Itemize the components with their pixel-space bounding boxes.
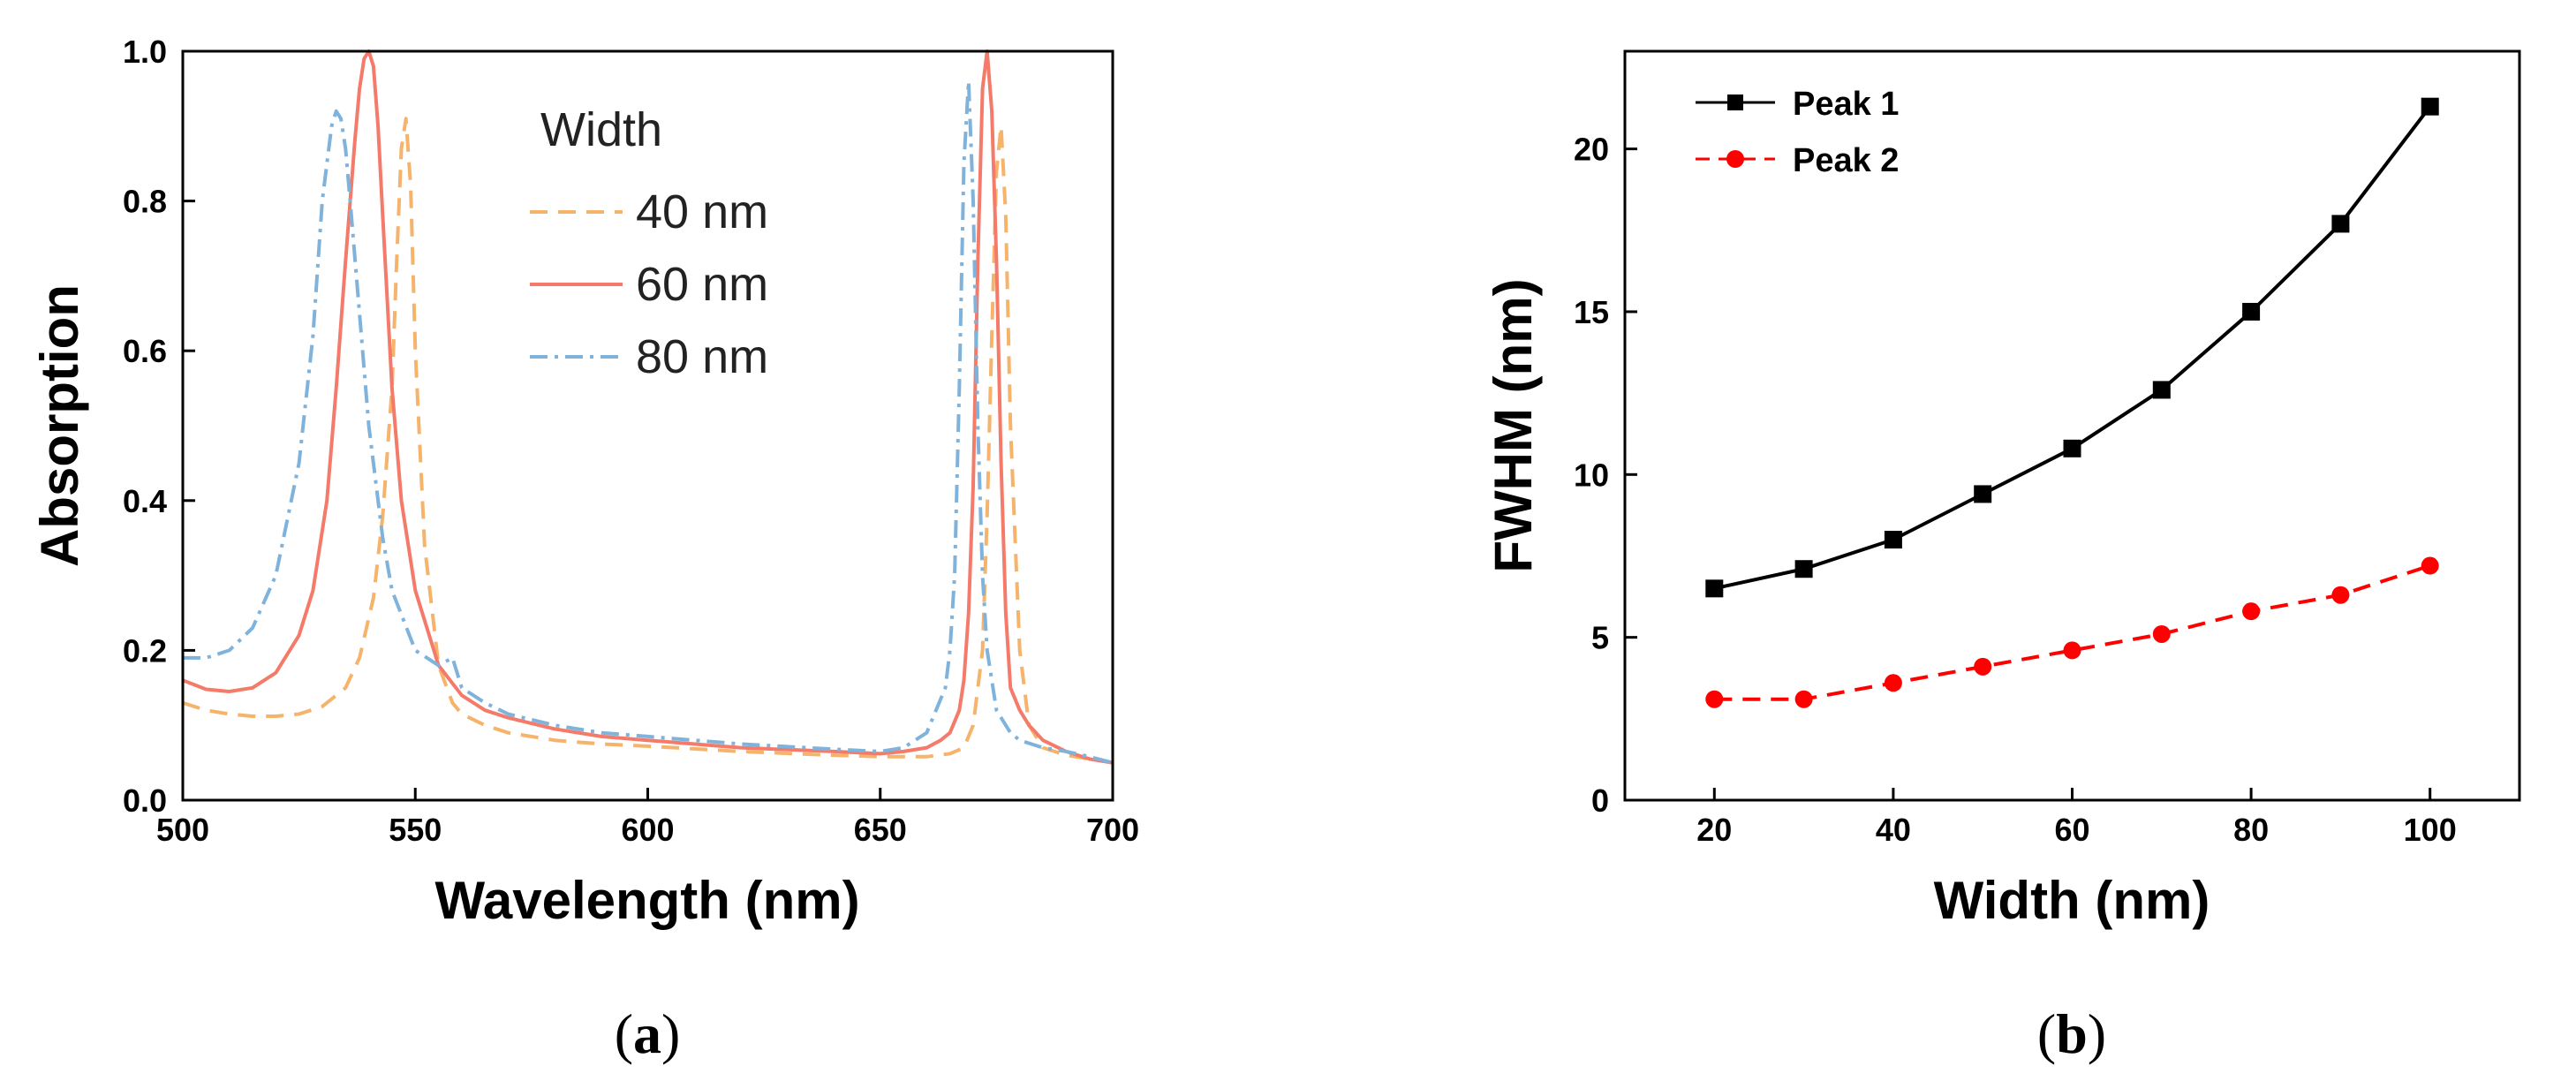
chart-b-point-peak-2 [1705, 690, 1724, 708]
legend-b-marker-peak1 [1727, 94, 1743, 110]
chart-a-ytick-label: 0.6 [123, 333, 167, 369]
chart-b-point-peak-2 [1794, 690, 1813, 708]
chart-a-ytick-label: 0.2 [123, 632, 167, 669]
legend-b-label-peak2: Peak 2 [1793, 142, 1899, 179]
legend-b-label-peak1: Peak 1 [1793, 86, 1899, 123]
chart-b-ytick-label: 20 [1574, 132, 1609, 168]
chart-b-xtick-label: 40 [1876, 812, 1911, 848]
chart-a-ytick-label: 0.8 [123, 184, 167, 220]
chart-b-point-peak-1 [2242, 302, 2261, 321]
chart-b-point-peak-2 [2152, 624, 2171, 643]
chart-b-point-peak-1 [1794, 560, 1813, 578]
chart-b-point-peak-2 [2331, 586, 2350, 604]
legend-a-label-80nm: 80 nm [636, 330, 768, 383]
chart-a-ytick-label: 0.4 [123, 483, 167, 519]
panel-b-label: (b) [2037, 1002, 2106, 1065]
chart-b-lines [1705, 97, 2439, 708]
chart-b-point-peak-1 [1974, 485, 1992, 503]
chart-b-point-peak-2 [2242, 602, 2261, 621]
chart-b-xtick-label: 100 [2404, 812, 2457, 848]
chart-b-ytick-label: 10 [1574, 457, 1609, 493]
chart-b-point-peak-1 [2331, 215, 2350, 233]
chart-b-point-peak-2 [1884, 674, 1902, 692]
chart-a-ticks: 500 550 600 650 700 0.0 0.2 0.4 0.6 0.8 1.0 [123, 34, 1139, 848]
chart-b-point-peak-1 [2421, 97, 2439, 116]
chart-a-ytick-label: 0.0 [123, 782, 167, 819]
chart-b-ytick-label: 0 [1591, 782, 1609, 819]
chart-b-plot-frame [1623, 49, 2521, 802]
chart-a-series-line-80-nm [183, 79, 1114, 765]
chart-b-point-peak-1 [2063, 439, 2081, 457]
chart-b-point-peak-2 [1974, 657, 1992, 676]
chart-a-xtick-label: 600 [621, 812, 674, 848]
chart-a-legend: Width 40 nm 60 nm 80 nm [530, 103, 768, 383]
chart-a-xtick-label: 500 [156, 812, 209, 848]
chart-a-ytick-label: 1.0 [123, 34, 167, 70]
chart-a-xtick-label: 700 [1086, 812, 1139, 848]
chart-b-xlabel: Width (nm) [1934, 871, 2210, 930]
legend-a-title: Width [540, 103, 662, 156]
chart-a-xtick-label: 550 [389, 812, 442, 848]
chart-b-xtick-label: 20 [1696, 812, 1732, 848]
legend-b-marker-peak2 [1726, 150, 1744, 168]
chart-b-xtick-label: 60 [2054, 812, 2089, 848]
chart-b-point-peak-2 [2063, 641, 2081, 660]
chart-a-lines [182, 49, 1114, 765]
chart-b-xtick-label: 80 [2233, 812, 2269, 848]
chart-a-xtick-label: 650 [854, 812, 907, 848]
chart-a: 500 550 600 650 700 0.0 0.2 0.4 0.6 0.8 1.0 Wavele… [30, 34, 1139, 1065]
chart-a-series-line-60-nm [182, 49, 1114, 765]
chart-b-point-peak-2 [2421, 556, 2439, 575]
chart-b-ytick-label: 5 [1591, 620, 1609, 656]
panel-a-label: (a) [615, 1002, 681, 1065]
chart-b-ytick-label: 15 [1574, 294, 1609, 330]
chart-b-ylabel: FWHM (nm) [1484, 278, 1543, 572]
chart-a-ylabel: Absorption [30, 284, 89, 567]
chart-b-point-peak-1 [1884, 531, 1902, 549]
chart-b-series-line-peak-2 [1714, 563, 2431, 701]
chart-b-legend: Peak 1 Peak 2 [1696, 86, 1899, 179]
chart-b-point-peak-1 [1705, 579, 1724, 598]
chart-b: 20 40 60 80 100 0 5 10 15 20 Width (nm) FWHM (nm)… [1484, 49, 2521, 1065]
chart-b-ticks: 20 40 60 80 100 0 5 10 15 20 [1574, 132, 2457, 848]
chart-a-series-line-40-nm [182, 117, 1114, 765]
chart-a-plot-frame [181, 49, 1114, 802]
chart-a-xlabel: Wavelength (nm) [434, 871, 859, 930]
legend-a-label-40nm: 40 nm [636, 185, 768, 238]
chart-b-point-peak-1 [2152, 381, 2171, 399]
legend-a-label-60nm: 60 nm [636, 258, 768, 311]
